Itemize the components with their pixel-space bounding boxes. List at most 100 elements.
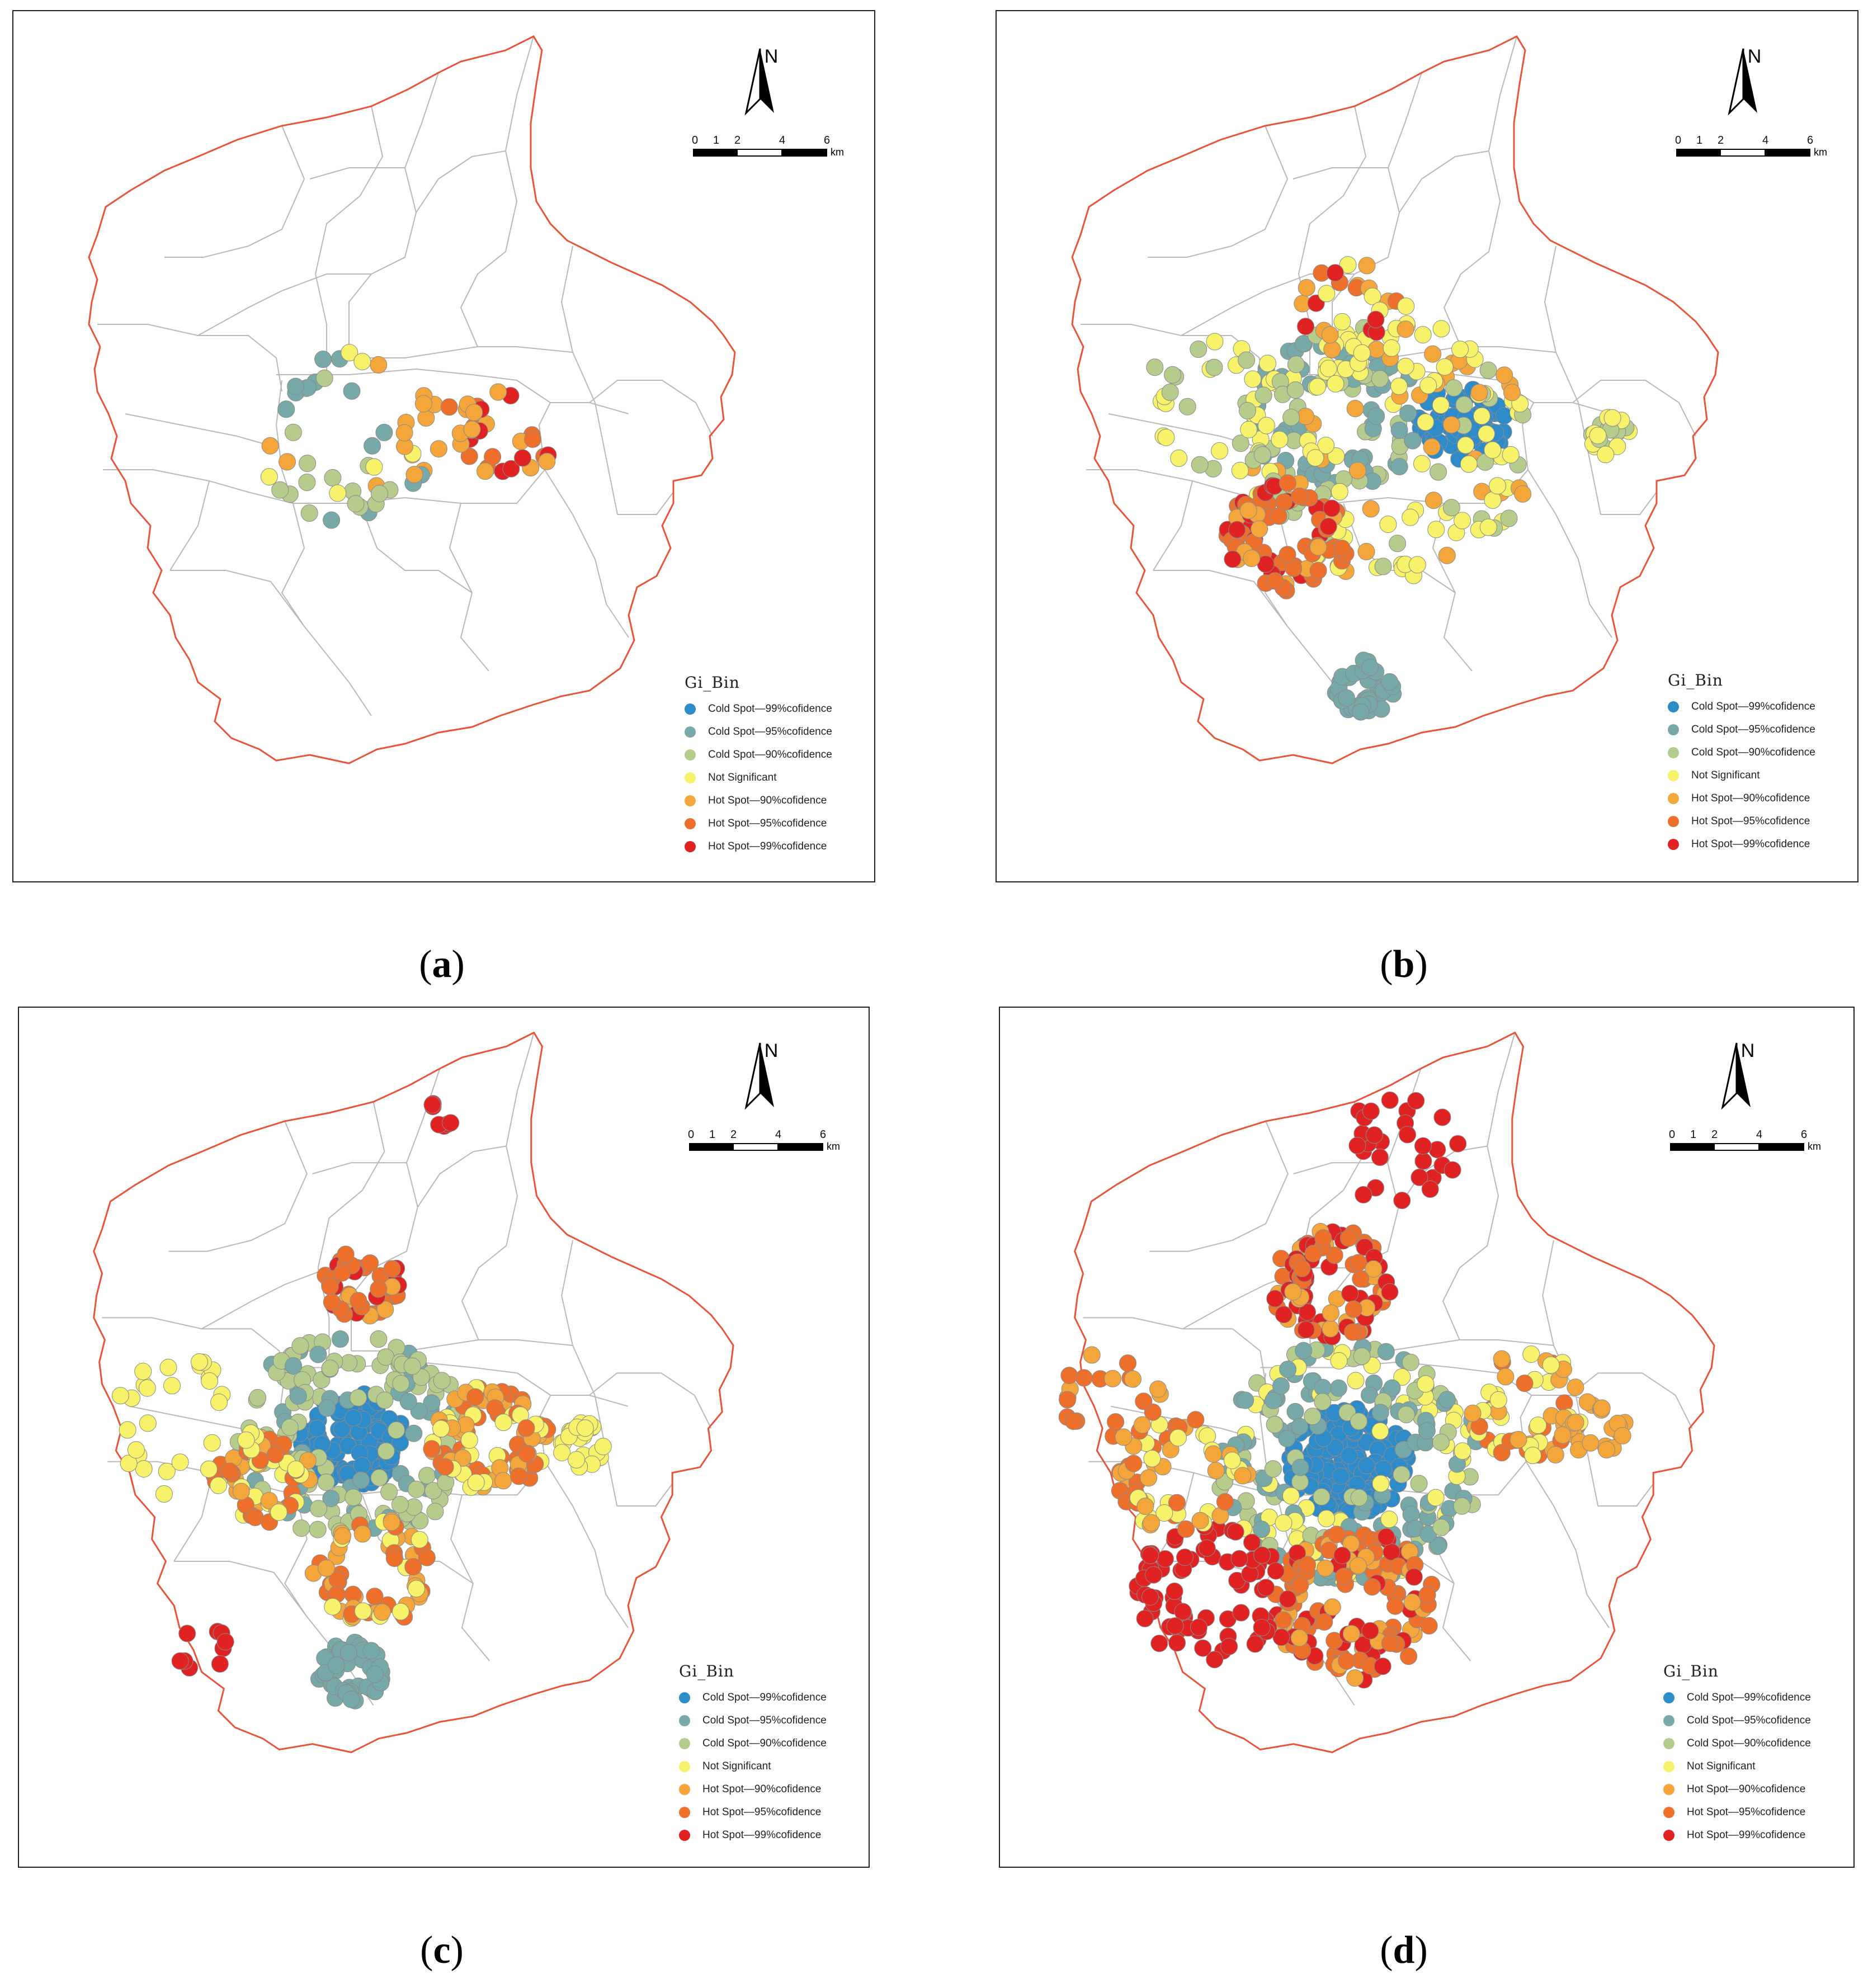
hotspot-point [1216, 1493, 1234, 1511]
hotspot-point [1453, 1497, 1471, 1515]
district-boundary [1292, 167, 1388, 180]
hotspot-point [1166, 1583, 1183, 1600]
hotspot-point [284, 423, 302, 441]
hotspot-point [350, 1292, 367, 1310]
hotspot-point [1143, 1449, 1161, 1467]
hotspot-point [281, 1419, 299, 1436]
district-boundary [1149, 1121, 1289, 1252]
hotspot-point [1238, 351, 1256, 369]
hotspot-point [1297, 1321, 1315, 1339]
hotspot-point [594, 1438, 612, 1456]
hotspot-point [1321, 326, 1339, 344]
district-boundary [589, 380, 713, 437]
hotspot-point [1438, 1391, 1456, 1409]
scale-tick: 1 [709, 1128, 716, 1141]
hotspot-point [432, 1420, 450, 1438]
hotspot-point [1133, 1416, 1151, 1434]
hotspot-point [1350, 1254, 1367, 1272]
legend-item: Hot Spot—95%cofidence [1663, 1801, 1811, 1824]
hotspot-point [391, 1496, 409, 1513]
legend-label: Hot Spot—99%cofidence [708, 840, 827, 852]
hotspot-point [1339, 1229, 1357, 1247]
hotspot-point [518, 1445, 536, 1463]
scale-bar-d: 0 1 2 4 6 km [1669, 1128, 1837, 1156]
hotspot-point [318, 1399, 336, 1417]
district-boundary [1399, 150, 1489, 213]
hotspot-point [309, 1345, 327, 1363]
hotspot-point [1124, 1370, 1141, 1388]
scale-tick: 0 [1669, 1128, 1676, 1141]
hotspot-point [1150, 1635, 1168, 1652]
hotspot-point [1298, 279, 1315, 296]
hotspot-point [1190, 1618, 1207, 1636]
hotspot-point [460, 447, 478, 465]
hotspot-point [1417, 1375, 1435, 1393]
hotspot-point [1295, 1342, 1313, 1359]
hotspot-point [1267, 1562, 1285, 1580]
hotspot-point [418, 1467, 436, 1485]
legend-item: Hot Spot—99%cofidence [679, 1824, 827, 1847]
hotspot-point [111, 1387, 129, 1405]
district-boundary [102, 1317, 286, 1385]
hotspot-point [1381, 1283, 1399, 1301]
caption-a: (a) [419, 943, 465, 986]
hotspot-point [1304, 1245, 1322, 1263]
hotspot-point [327, 1656, 345, 1674]
hotspot-point [1383, 1379, 1401, 1397]
hotspot-point [1413, 455, 1431, 473]
hotspot-point [510, 1467, 528, 1485]
legend-swatch [1663, 1737, 1674, 1749]
hotspot-point [1496, 366, 1513, 384]
hotspot-point [1205, 358, 1223, 376]
hotspot-point [1427, 521, 1445, 539]
district-boundary [1332, 72, 1422, 358]
hotspot-point [1432, 396, 1450, 414]
hotspot-point [1326, 1439, 1344, 1456]
hotspot-point [1514, 485, 1532, 503]
district-boundary [276, 368, 629, 414]
scale-bar-c: 0 1 2 4 6 km [688, 1128, 856, 1156]
hotspot-point [1383, 339, 1400, 357]
hotspot-point [1161, 384, 1179, 401]
hotspot-point [408, 1580, 425, 1598]
hotspot-point [1397, 1406, 1415, 1423]
hotspot-point [279, 453, 296, 471]
hotspot-point [1419, 376, 1437, 394]
hotspot-point [1266, 572, 1284, 590]
hotspot-point [1374, 558, 1392, 575]
hotspot-point [1451, 341, 1469, 358]
hotspot-point [300, 504, 318, 522]
hotspot-point [1399, 1126, 1416, 1144]
hotspot-point [1166, 1617, 1184, 1635]
hotspot-point [1348, 1137, 1366, 1154]
district-boundary [312, 1162, 407, 1174]
hotspot-point [568, 1451, 586, 1468]
hotspot-point [1353, 1347, 1371, 1365]
hotspot-point [1390, 457, 1408, 475]
hotspot-point [1433, 1108, 1451, 1126]
hotspot-point [1278, 1429, 1296, 1447]
hotspot-point [538, 452, 556, 470]
hotspot-point [1427, 1489, 1445, 1507]
hotspot-point [1297, 318, 1314, 336]
legend-swatch [685, 703, 696, 715]
hotspot-point [1309, 538, 1327, 556]
hotspot-point [1546, 1446, 1564, 1463]
hotspot-point [1335, 1567, 1353, 1585]
hotspot-point [1224, 550, 1242, 568]
hotspot-point [1342, 1625, 1360, 1642]
hotspot-point [454, 1449, 471, 1467]
scale-unit: km [1814, 147, 1827, 158]
district-boundary [164, 125, 305, 258]
hotspot-point [1347, 1372, 1365, 1390]
district-boundary [174, 1561, 308, 1617]
legend-item: Cold Spot—99%cofidence [685, 697, 832, 720]
hotspot-point [1333, 313, 1351, 330]
legend-item: Cold Spot—99%cofidence [1663, 1686, 1811, 1709]
hotspot-point [1455, 396, 1473, 414]
hotspot-point [216, 1633, 234, 1651]
hotspot-point [1333, 1547, 1351, 1564]
hotspot-point [1418, 1586, 1436, 1604]
hotspot-point [1294, 335, 1312, 353]
hotspot-point [1064, 1413, 1082, 1430]
